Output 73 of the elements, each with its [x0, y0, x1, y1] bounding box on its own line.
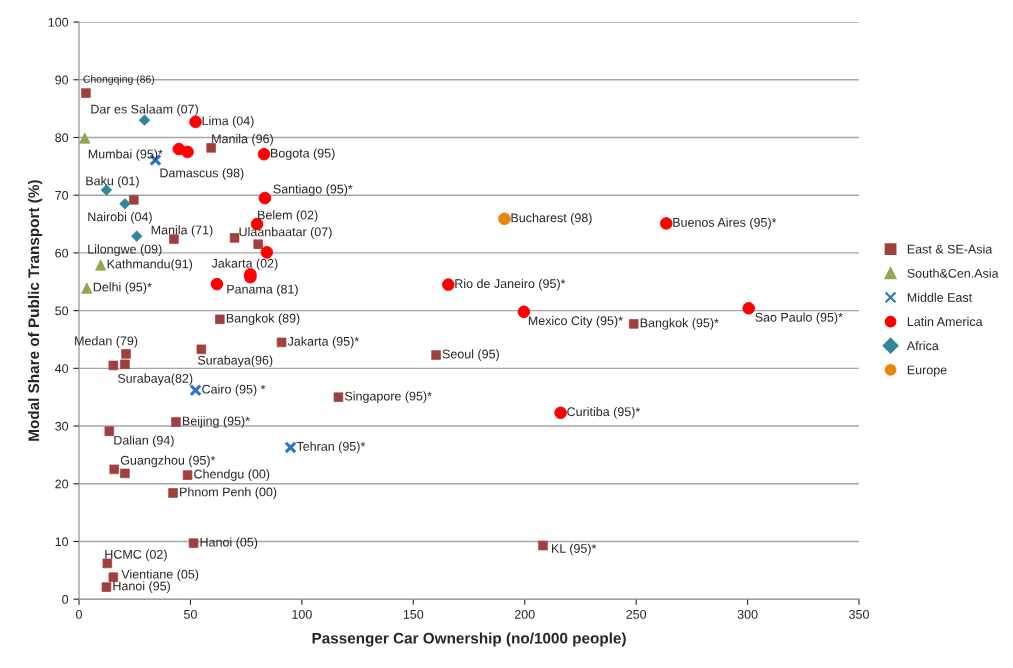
- annotation: Surabaya(96): [197, 355, 273, 368]
- y-tick-label: 60: [55, 248, 69, 258]
- x-tick-label: 50: [183, 609, 197, 619]
- point: [189, 384, 202, 397]
- annotation: Santiago (95)*: [273, 184, 353, 196]
- annotation: Phnom Penh (00): [180, 487, 277, 499]
- y-tick-label: 50: [55, 306, 69, 316]
- annotation: Nairobi (04): [88, 212, 152, 224]
- x-tick-label: 150: [403, 609, 424, 619]
- x-tick-label: 200: [514, 609, 535, 619]
- annotation: Dar es Salaam (07): [91, 104, 198, 116]
- y-tick-label: 20: [55, 479, 69, 489]
- annotation: Panama (81): [227, 284, 298, 297]
- y-tick-label: 30: [55, 421, 69, 431]
- annotation: Bucharest (98): [511, 213, 592, 225]
- annotation: Chendgu (00): [194, 469, 270, 481]
- annotation: Tehran (95)*: [296, 441, 366, 454]
- annotation: Lilongwe (09): [88, 244, 162, 256]
- annotation: Sao Paulo (95)*: [755, 312, 843, 325]
- annotation: Bangkok (89): [226, 313, 300, 326]
- annotation: HCMC (02): [105, 549, 167, 562]
- y-tick-label: 10: [55, 537, 69, 547]
- y-tick-label: 40: [54, 364, 69, 373]
- annotation: Hanoi (05): [200, 537, 258, 550]
- annotation: Dalian (94): [114, 435, 174, 448]
- y-tick-label: 90: [55, 75, 69, 85]
- y-tick-label: 0: [62, 595, 69, 604]
- annotation: Ulaanbaatar (07): [239, 227, 332, 239]
- legend-label: Europe: [907, 365, 947, 377]
- y-tick-label: 80: [55, 133, 69, 143]
- annotation: Cairo (95) *: [202, 384, 266, 397]
- annotation: Lima (04): [202, 116, 254, 128]
- legend-label: East & SE-Asia: [907, 244, 993, 254]
- x-tick-label: 350: [849, 609, 869, 619]
- x-tick-label: 300: [737, 609, 758, 619]
- annotation: Hanoi (95): [113, 581, 171, 593]
- annotation: Manila (71): [151, 225, 213, 237]
- annotation: Bangkok (95)*: [640, 318, 719, 330]
- y-tick-label: 100: [48, 17, 69, 27]
- annotation: Guangzhou (95)*: [120, 455, 216, 468]
- annotation: Surabaya(82): [117, 373, 193, 386]
- annotation: Baku (01): [86, 176, 139, 188]
- annotation: Curitiba (95)*: [567, 406, 641, 419]
- annotation: Belem (02): [258, 210, 318, 222]
- annotation: Singapore (95)*: [344, 391, 432, 404]
- annotation: Chongqing (86): [83, 75, 155, 85]
- y-axis-title: Modal Share of Public Transport (%): [27, 180, 43, 441]
- y-tick-label: 70: [55, 190, 69, 200]
- point: [284, 441, 297, 454]
- annotation: Vientiane (05): [121, 569, 199, 582]
- legend-label: South&Cen.Asia: [907, 268, 999, 278]
- annotation: Beijing (95)*: [182, 416, 250, 428]
- annotation: Kathmandu(91): [107, 259, 193, 271]
- annotation: Jakarta (95)*: [287, 336, 359, 349]
- annotation: Mexico City (95)*: [528, 315, 623, 328]
- annotation: KL (95)*: [552, 543, 597, 556]
- legend-label: Africa: [906, 341, 939, 351]
- annotation: Rio de Janeiro (95)*: [455, 278, 566, 291]
- annotation: Manila (96): [212, 134, 273, 146]
- x-axis-title: Passenger Car Ownership (no/1000 people): [312, 632, 626, 647]
- legend-label: Middle East: [907, 292, 973, 302]
- annotation: Buenos Aires (95)*: [673, 217, 777, 230]
- annotation: Seoul (95): [442, 349, 499, 361]
- annotation: Delhi (95)*: [93, 282, 152, 294]
- annotation: Medan (79): [75, 336, 138, 348]
- x-tick-label: 0: [76, 609, 82, 619]
- legend-label: Latin America: [907, 316, 983, 327]
- annotation: Mumbai (95)*: [88, 149, 163, 161]
- annotation: Damascus (98): [160, 168, 244, 180]
- x-tick-label: 250: [626, 609, 647, 619]
- annotation: Jakarta (02): [211, 258, 278, 271]
- x-tick-label: 100: [292, 609, 312, 619]
- annotation: Bogota (95): [271, 148, 335, 161]
